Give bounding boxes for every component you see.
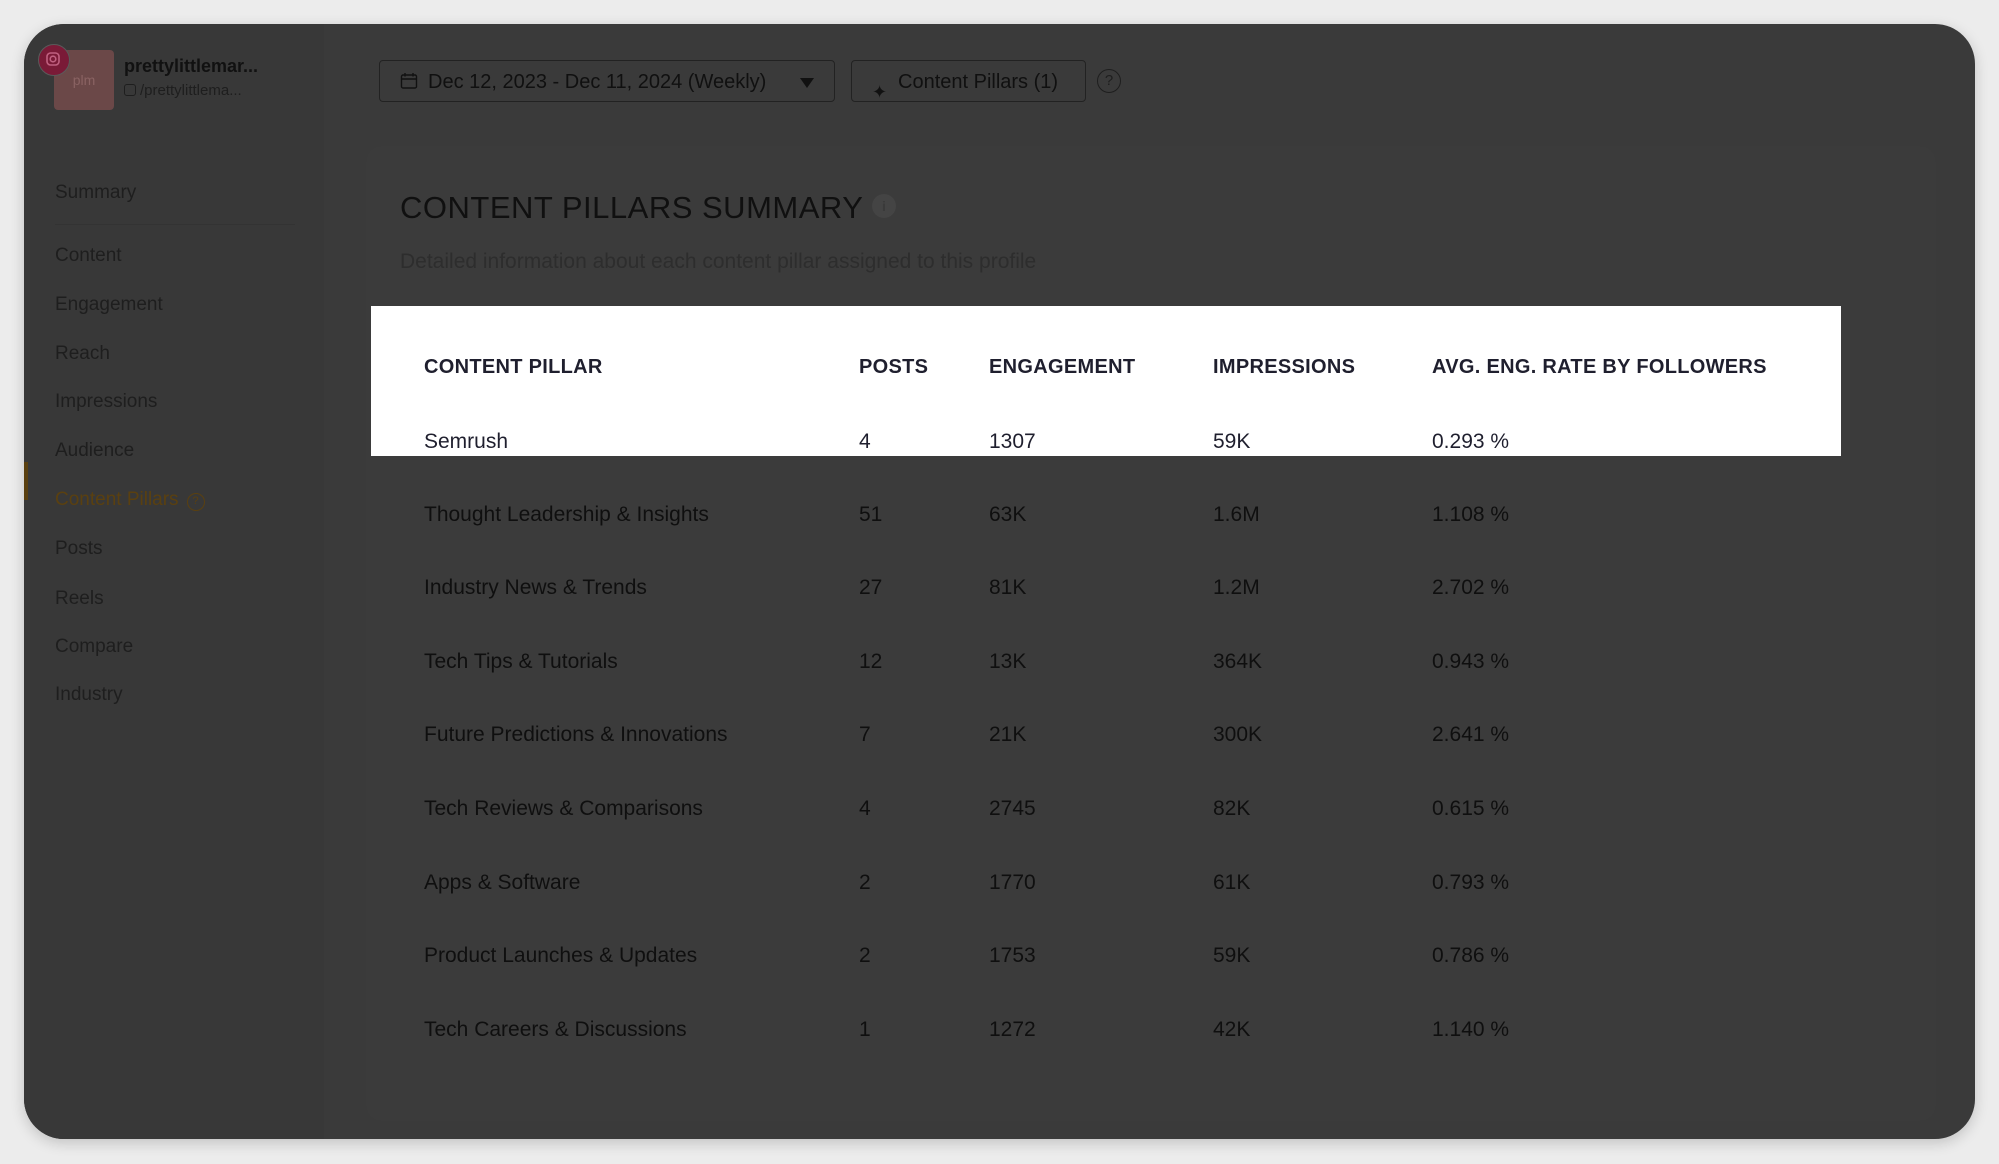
profile-header[interactable]: plm prettylittlemar... /prettylittlema..…: [38, 44, 294, 110]
cell-impressions: 1.2M: [1213, 576, 1260, 599]
column-header-content-pillar[interactable]: CONTENT PILLAR: [424, 356, 603, 378]
sidebar-item-audience[interactable]: Audience: [55, 440, 135, 461]
cell-impressions: 59K: [1213, 944, 1251, 967]
cell-impressions: 42K: [1213, 1018, 1251, 1041]
cell-posts: 27: [859, 576, 883, 599]
cell-impressions: 300K: [1213, 723, 1263, 746]
cell-pillar: Apps & Software: [424, 871, 581, 894]
cell-impressions: 82K: [1213, 797, 1251, 820]
sidebar-item-summary[interactable]: Summary: [55, 182, 137, 203]
cell-avg-eng-rate: 2.702 %: [1432, 576, 1510, 599]
cell-engagement: 1770: [989, 871, 1036, 894]
sidebar: plm prettylittlemar... /prettylittlema..…: [24, 24, 324, 1139]
cell-impressions: 59K: [1213, 430, 1251, 453]
cell-pillar: Semrush: [424, 430, 509, 453]
instagram-icon: [38, 44, 70, 76]
sidebar-item-content-pillars[interactable]: Content Pillars?: [55, 489, 205, 511]
sidebar-item-posts[interactable]: Posts: [55, 538, 103, 559]
calendar-icon: [400, 73, 418, 89]
cell-posts: 7: [859, 723, 871, 746]
chevron-down-icon: [800, 78, 814, 88]
content-pillars-card: [366, 146, 1936, 1121]
highlighted-table-region: [371, 306, 1841, 456]
cell-avg-eng-rate: 2.641 %: [1432, 723, 1510, 746]
profile-handle-text: /prettylittlema...: [140, 82, 242, 99]
cell-avg-eng-rate: 0.293 %: [1432, 430, 1510, 453]
cell-posts: 4: [859, 430, 871, 453]
instagram-small-icon: [124, 84, 136, 96]
cell-posts: 1: [859, 1018, 871, 1041]
active-indicator: [24, 462, 28, 500]
cell-engagement: 63K: [989, 503, 1027, 526]
cell-avg-eng-rate: 0.943 %: [1432, 650, 1510, 673]
date-range-label: Dec 12, 2023 - Dec 11, 2024 (Weekly): [428, 71, 767, 93]
cell-posts: 12: [859, 650, 883, 673]
nav-divider: [55, 224, 295, 225]
cell-engagement: 2745: [989, 797, 1036, 820]
cell-posts: 2: [859, 871, 871, 894]
info-icon[interactable]: i: [872, 194, 896, 218]
profile-name: prettylittlemar...: [124, 56, 259, 76]
cell-pillar: Tech Reviews & Comparisons: [424, 797, 703, 820]
sidebar-item-impressions[interactable]: Impressions: [55, 391, 158, 412]
cell-engagement: 1307: [989, 430, 1036, 453]
cell-impressions: 364K: [1213, 650, 1263, 673]
cell-impressions: 61K: [1213, 871, 1251, 894]
cell-engagement: 1753: [989, 944, 1036, 967]
cell-posts: 51: [859, 503, 883, 526]
cell-posts: 4: [859, 797, 871, 820]
cell-avg-eng-rate: 1.108 %: [1432, 503, 1510, 526]
sidebar-item-label: Content Pillars: [55, 489, 179, 510]
column-header-avg-eng-rate[interactable]: AVG. ENG. RATE BY FOLLOWERS: [1432, 356, 1767, 378]
cell-avg-eng-rate: 1.140 %: [1432, 1018, 1510, 1041]
cell-engagement: 21K: [989, 723, 1027, 746]
cell-engagement: 13K: [989, 650, 1027, 673]
cell-pillar: Thought Leadership & Insights: [424, 503, 709, 526]
content-pillars-filter-label: Content Pillars (1): [898, 71, 1059, 93]
cell-avg-eng-rate: 0.793 %: [1432, 871, 1510, 894]
cell-avg-eng-rate: 0.786 %: [1432, 944, 1510, 967]
date-range-picker[interactable]: Dec 12, 2023 - Dec 11, 2024 (Weekly): [379, 60, 835, 102]
content-pillars-filter-button[interactable]: ✦ Content Pillars (1): [851, 60, 1086, 102]
sidebar-item-industry[interactable]: Industry: [55, 684, 123, 705]
help-icon[interactable]: ?: [1097, 69, 1121, 93]
cell-engagement: 1272: [989, 1018, 1036, 1041]
sidebar-item-reach[interactable]: Reach: [55, 343, 110, 364]
cell-pillar: Future Predictions & Innovations: [424, 723, 728, 746]
cell-posts: 2: [859, 944, 871, 967]
sidebar-item-compare[interactable]: Compare: [55, 636, 134, 657]
sidebar-item-content[interactable]: Content: [55, 245, 122, 266]
sparkle-icon: ✦: [872, 82, 888, 102]
cell-pillar: Industry News & Trends: [424, 576, 647, 599]
sidebar-item-engagement[interactable]: Engagement: [55, 294, 163, 315]
cell-avg-eng-rate: 0.615 %: [1432, 797, 1510, 820]
column-header-engagement[interactable]: ENGAGEMENT: [989, 356, 1136, 378]
column-header-posts[interactable]: POSTS: [859, 356, 929, 378]
cell-pillar: Product Launches & Updates: [424, 944, 698, 967]
page-title: CONTENT PILLARS SUMMARY: [400, 190, 864, 225]
cell-engagement: 81K: [989, 576, 1027, 599]
cell-impressions: 1.6M: [1213, 503, 1260, 526]
cell-pillar: Tech Careers & Discussions: [424, 1018, 687, 1041]
cell-pillar: Tech Tips & Tutorials: [424, 650, 618, 673]
help-icon[interactable]: ?: [186, 493, 205, 511]
column-header-impressions[interactable]: IMPRESSIONS: [1213, 356, 1356, 378]
page-subtitle: Detailed information about each content …: [400, 250, 1037, 273]
profile-handle: /prettylittlema...: [124, 82, 242, 99]
sidebar-item-reels[interactable]: Reels: [55, 588, 104, 609]
